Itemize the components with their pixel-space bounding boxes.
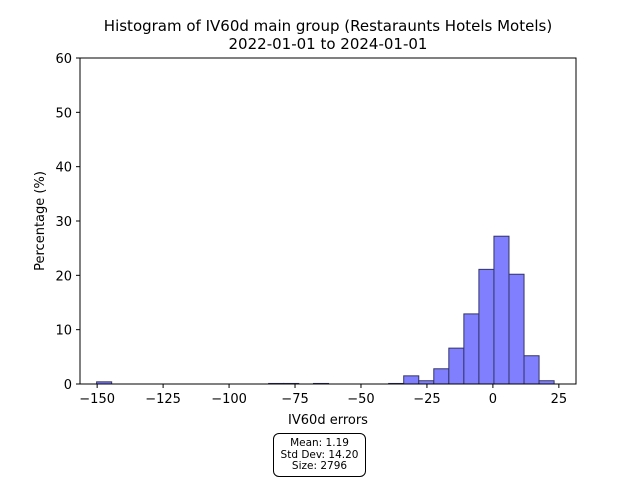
histogram-bar-13 <box>523 355 540 385</box>
y-tick-label: 40 <box>55 161 72 176</box>
x-tick-label: −25 <box>413 392 440 407</box>
y-tick-label: 10 <box>55 324 72 339</box>
histogram-bar-12 <box>508 273 525 385</box>
x-tick-label: −75 <box>281 392 308 407</box>
y-tick-label: 50 <box>55 106 72 121</box>
stats-size: Size: 2796 <box>291 460 348 472</box>
x-tick-label: −50 <box>347 392 374 407</box>
x-axis-label: IV60d errors <box>288 413 368 428</box>
y-tick-label: 0 <box>64 378 72 393</box>
x-tick-label: 25 <box>551 392 568 407</box>
stats-std-dev: Std Dev: 14.20 <box>280 448 359 461</box>
x-tick-label: −100 <box>211 392 247 407</box>
x-tick-label: −125 <box>145 392 181 407</box>
histogram-bars <box>96 235 555 385</box>
y-tick-label: 30 <box>55 215 72 230</box>
x-axis: −150 −125 −100 −75 −50 −25 0 25 <box>79 384 567 407</box>
histogram-bar-5 <box>403 375 420 385</box>
y-axis-label: Percentage (%) <box>33 171 48 271</box>
statistics-box: Mean: 1.19 Std Dev: 14.20 Size: 2796 <box>273 433 366 477</box>
histogram-bar-7 <box>433 368 450 385</box>
chart-subtitle: 2022-01-01 to 2024-01-01 <box>229 35 428 53</box>
histogram-bar-10 <box>478 268 495 385</box>
stats-mean: Mean: 1.19 <box>290 437 349 449</box>
chart-title: Histogram of IV60d main group (Restaraun… <box>104 17 552 35</box>
y-axis: 0 10 20 30 40 50 60 <box>55 52 80 393</box>
x-tick-label: 0 <box>489 392 497 407</box>
y-tick-label: 20 <box>55 269 72 284</box>
histogram-bar-8 <box>448 347 465 385</box>
histogram-bar-9 <box>463 313 480 385</box>
histogram-bar-11 <box>493 235 510 385</box>
x-tick-label: −150 <box>79 392 115 407</box>
y-tick-label: 60 <box>55 52 72 67</box>
